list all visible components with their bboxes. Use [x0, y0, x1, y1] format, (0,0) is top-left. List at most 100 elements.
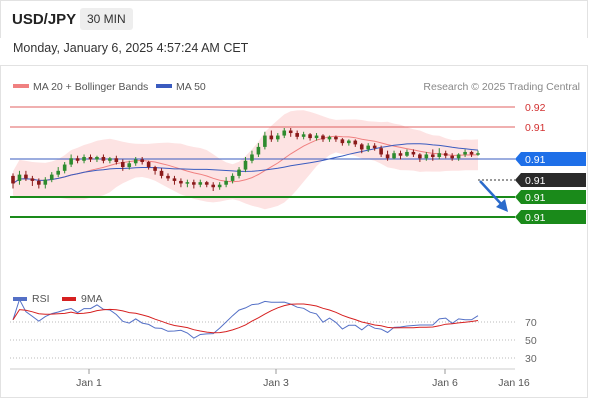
candle-body	[153, 167, 157, 171]
ma50-price-text: 0.91	[525, 154, 546, 166]
candle-body	[24, 174, 28, 179]
candle-body	[198, 182, 203, 185]
candle-body	[379, 148, 383, 155]
candle-body	[56, 170, 61, 175]
candle-body	[146, 162, 151, 168]
candle-body	[30, 178, 35, 181]
interval-button[interactable]: 30 MIN	[80, 8, 133, 30]
resistance-1-label: 0.91	[525, 122, 546, 134]
candle-body	[114, 158, 119, 163]
candle-body	[211, 184, 216, 188]
ma20-line	[12, 135, 479, 184]
bollinger-legend-label: MA 20 + Bollinger Bands	[33, 81, 148, 93]
support-2-text: 0.91	[525, 212, 546, 224]
candle-body	[140, 159, 144, 163]
support-2-tag: 0.91	[515, 210, 586, 224]
candle-body	[133, 159, 138, 164]
candle-body	[243, 160, 248, 170]
candle-body	[443, 153, 448, 156]
candle-body	[120, 162, 125, 168]
rsi-tick-50: 50	[525, 335, 537, 347]
candle-body	[359, 144, 364, 150]
ma50-price-tag: 0.91	[515, 152, 586, 166]
last-price-tag: 0.91	[515, 173, 586, 187]
candle-body	[159, 170, 164, 176]
candle-body	[476, 153, 480, 155]
candle-body	[185, 182, 190, 184]
rsi-tick-30: 30	[525, 353, 537, 365]
candle-body	[172, 178, 177, 181]
candle-body	[282, 130, 287, 136]
bollinger-legend-swatch	[13, 84, 29, 88]
candle-body	[82, 156, 86, 161]
x-tick-jan16: Jan 16	[498, 377, 530, 389]
candle-body	[166, 175, 170, 179]
candle-body	[308, 134, 312, 139]
candle-body	[295, 133, 299, 137]
candle-body	[43, 179, 48, 185]
candle-body	[405, 151, 409, 156]
candle-body	[224, 180, 228, 185]
rsi-legend-swatch	[13, 297, 27, 301]
candle-body	[398, 153, 403, 156]
candle-body	[334, 136, 338, 140]
candle-body	[217, 184, 222, 188]
ma50-legend-swatch	[156, 84, 172, 88]
rsi-ma-line	[12, 303, 479, 334]
candle-body	[418, 154, 422, 159]
support-1-tag: 0.91	[515, 190, 586, 204]
last-price-text: 0.91	[525, 175, 546, 187]
candle-body	[424, 154, 429, 159]
candle-body	[269, 135, 274, 140]
candle-body	[179, 180, 183, 184]
rsi-line	[12, 298, 479, 339]
candles	[11, 128, 480, 191]
candle-body	[372, 145, 377, 149]
candle-body	[250, 154, 254, 161]
candle-body	[204, 182, 209, 185]
candle-body	[327, 136, 332, 140]
resistance-2-label: 0.92	[525, 102, 546, 114]
candle-body	[11, 175, 15, 184]
symbol-label: USD/JPY	[12, 11, 77, 28]
candle-body	[69, 158, 73, 165]
candle-body	[192, 182, 196, 185]
candle-body	[237, 169, 241, 176]
candle-body	[353, 140, 358, 145]
candle-body	[127, 163, 132, 168]
candle-body	[411, 151, 416, 155]
x-tick-jan1: Jan 1	[76, 377, 102, 389]
candle-body	[321, 135, 325, 140]
candle-body	[37, 180, 41, 185]
candle-body	[230, 175, 235, 181]
candle-body	[108, 158, 112, 161]
chart-frame	[0, 65, 588, 398]
candle-body	[288, 130, 293, 134]
candle-body	[469, 151, 474, 155]
candle-body	[75, 158, 80, 161]
candle-body	[456, 154, 461, 159]
candle-body	[463, 151, 467, 155]
credit-text: Research © 2025 Trading Central	[423, 81, 580, 93]
forecast-arrow	[479, 180, 508, 212]
rsi-legend-label: RSI	[32, 293, 50, 305]
candle-body	[340, 139, 345, 144]
chart-header: USD/JPY 30 MIN	[0, 0, 588, 38]
candle-body	[275, 135, 280, 140]
candle-body	[392, 153, 396, 159]
candle-body	[385, 154, 390, 159]
ma50-legend-label: MA 50	[176, 81, 206, 93]
candle-body	[263, 135, 267, 147]
x-tick-jan3: Jan 3	[263, 377, 289, 389]
candle-body	[366, 145, 371, 150]
candle-body	[101, 156, 106, 161]
candle-body	[95, 156, 99, 160]
rsi-tick-70: 70	[525, 317, 537, 329]
rsi-lines	[12, 298, 479, 339]
support-1-text: 0.91	[525, 192, 546, 204]
candle-body	[430, 154, 435, 157]
candle-body	[314, 135, 319, 139]
candle-body	[62, 164, 67, 171]
x-tick-jan6: Jan 6	[432, 377, 458, 389]
